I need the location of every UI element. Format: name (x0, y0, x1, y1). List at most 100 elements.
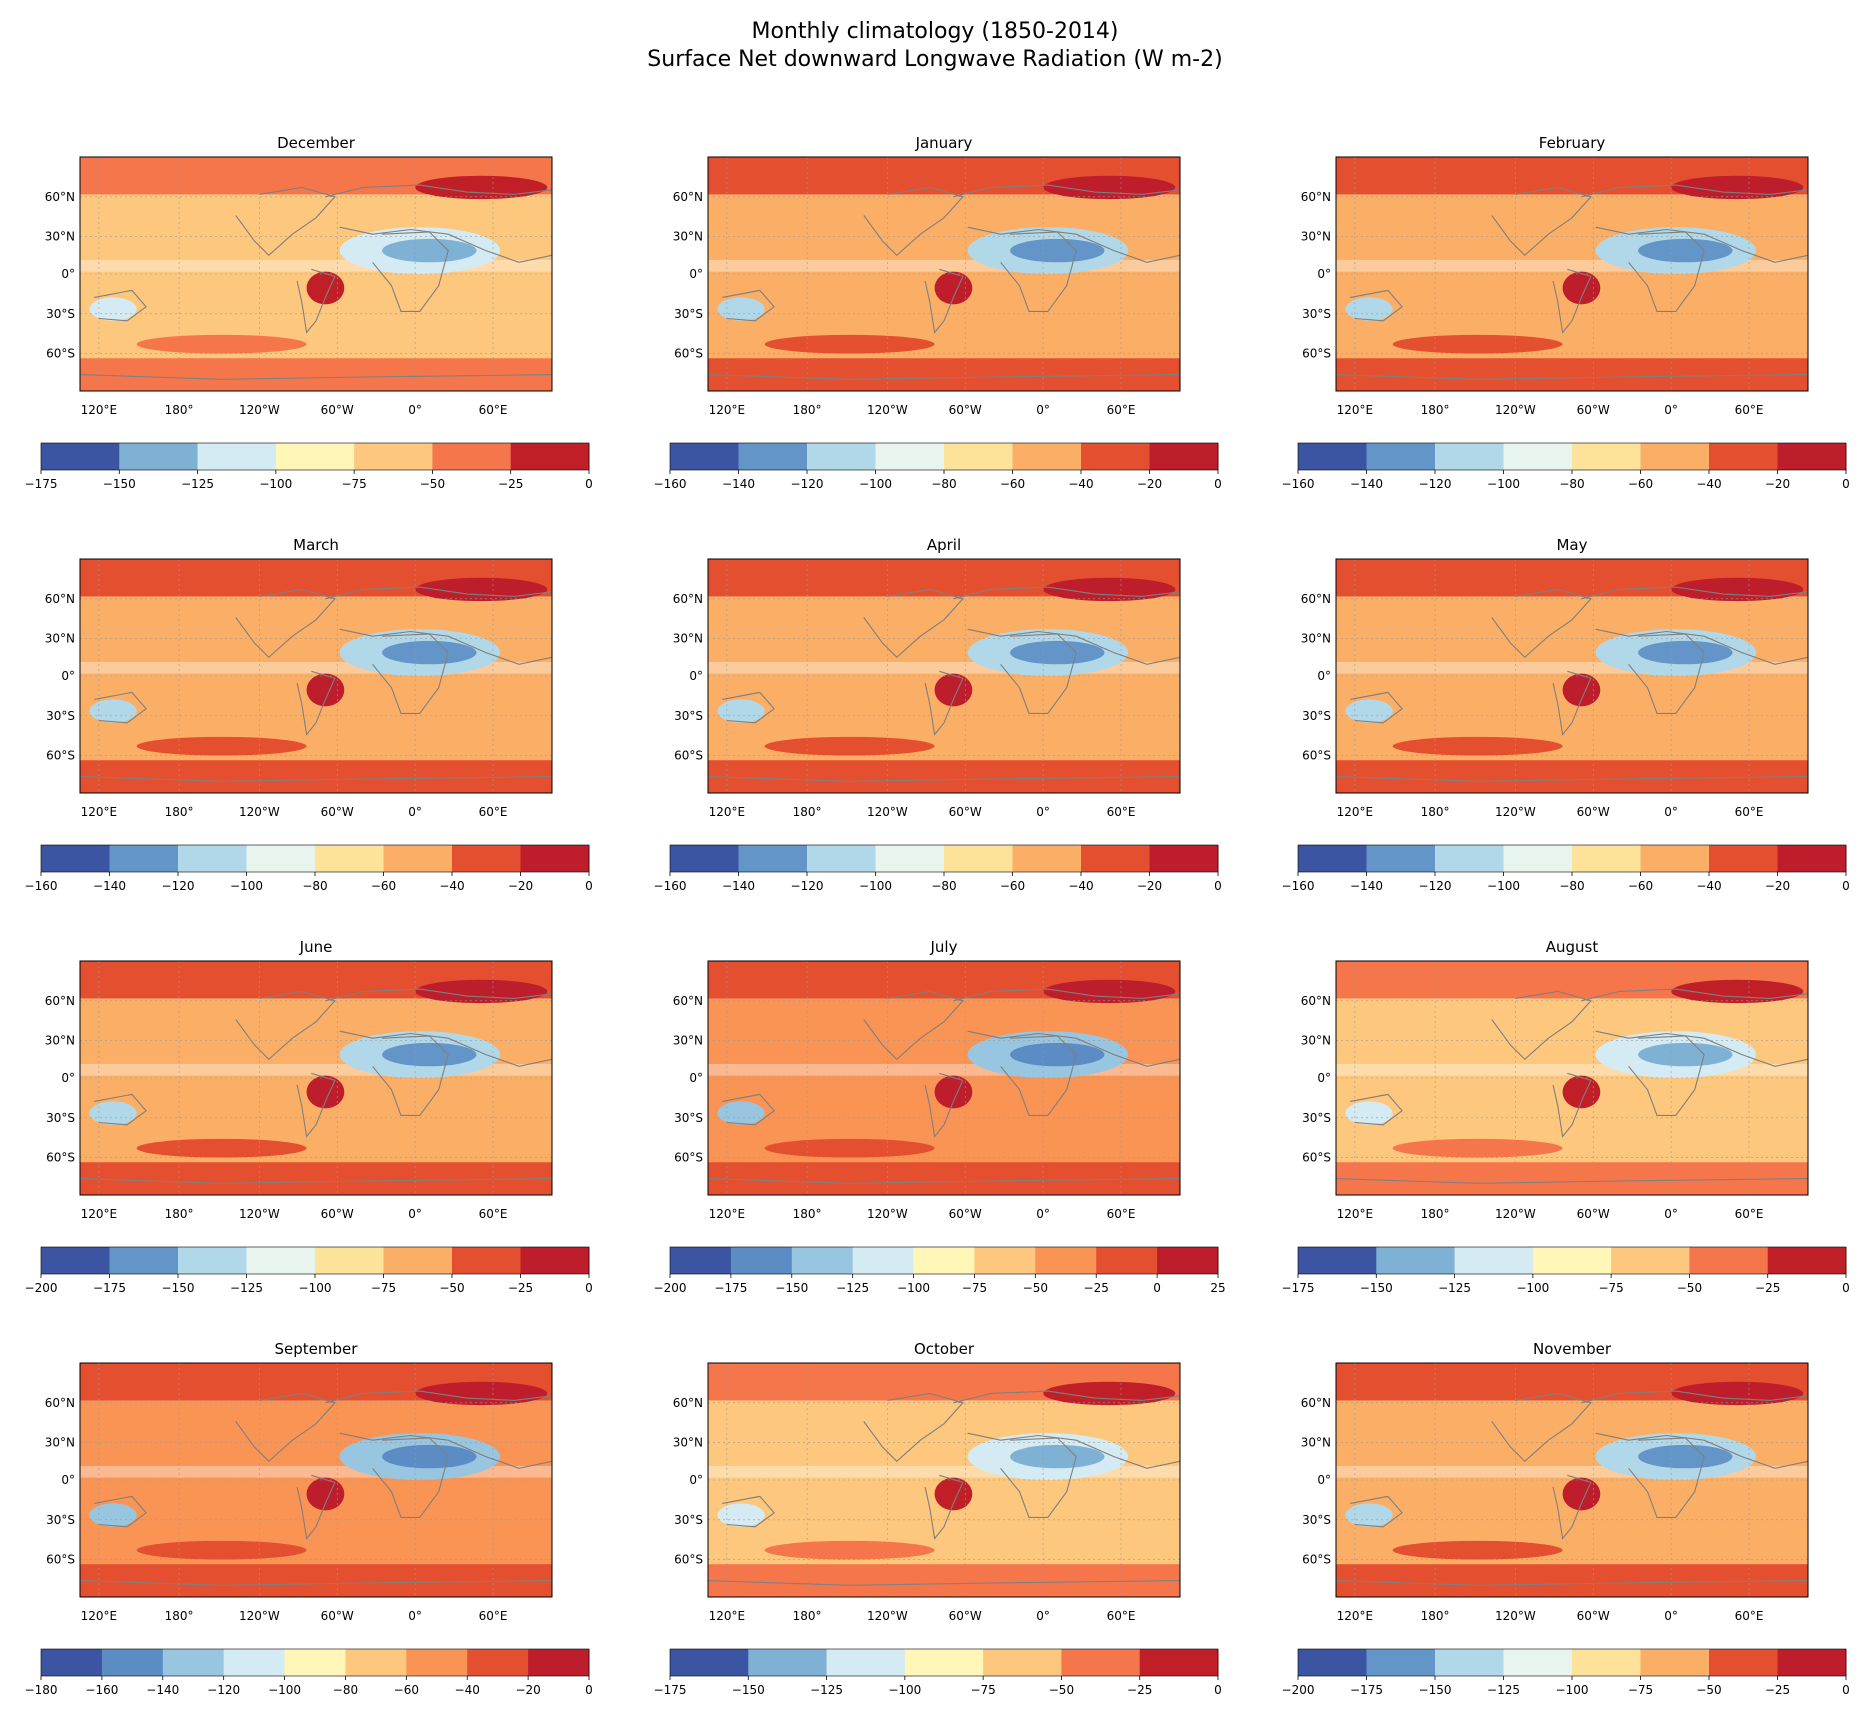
colorbar-segment (452, 845, 521, 872)
lon-tick-label: 60°E (1107, 403, 1136, 417)
lat-tick-label: 30°S (1302, 709, 1331, 723)
colorbar-segment (1611, 1247, 1690, 1274)
lon-tick-label: 120°E (81, 403, 118, 417)
australia-region (89, 1101, 137, 1125)
colorbar-segment (791, 1247, 854, 1274)
lon-tick-label: 60°W (949, 1609, 982, 1623)
southern-ocean-band (764, 334, 935, 354)
southern-ocean-band (136, 1540, 307, 1560)
colorbar-tick-label: −150 (1419, 1683, 1452, 1697)
colorbar-segment (1572, 845, 1641, 872)
equatorial-band (1336, 1063, 1808, 1076)
equatorial-band (80, 661, 552, 674)
coastline (80, 1178, 552, 1184)
colorbar-segment (1503, 845, 1573, 872)
coastline (708, 1580, 1180, 1586)
colorbar-tick-label: −100 (859, 477, 892, 491)
panel-title: July (930, 938, 958, 956)
lon-tick-label: 180° (1421, 1609, 1450, 1623)
equatorial-band (708, 661, 1180, 674)
colorbar-tick-label: 0 (1214, 879, 1222, 893)
desert-core (1010, 238, 1105, 263)
colorbar-segment (1149, 845, 1219, 872)
australia-region (1345, 1503, 1393, 1527)
lon-tick-label: 60°W (949, 403, 982, 417)
coastline (1336, 776, 1808, 782)
coastline (953, 586, 1180, 665)
map-panel-august: August 60°N 30°N 0° 30°S 60°S 120°E 180° 120°W 60… (1282, 938, 1850, 1295)
figure-title-line1: Monthly climatology (1850-2014) (751, 19, 1119, 44)
siberia-region (1043, 1381, 1176, 1406)
lon-tick-label: 120°E (1337, 1609, 1374, 1623)
colorbar-tick-label: −200 (654, 1281, 687, 1295)
coastline (953, 988, 1180, 1067)
lon-tick-label: 60°W (1577, 1609, 1610, 1623)
amazon-region (934, 1477, 973, 1511)
colorbar-tick-label: −140 (1350, 477, 1383, 491)
coastline (1628, 633, 1705, 714)
colorbar-tick-label: 0 (1214, 477, 1222, 491)
polar-band-south (708, 1564, 1180, 1597)
colorbar-segment (1435, 845, 1504, 872)
colorbar-tick-label: −100 (1516, 1281, 1549, 1295)
colorbar-segment (1366, 1649, 1436, 1676)
colorbar-segment (1298, 1247, 1377, 1274)
colorbar-frame (40, 442, 590, 471)
colorbar-segment (944, 845, 1013, 872)
colorbar-tick-label: −80 (1559, 477, 1584, 491)
polar-band-south (80, 358, 552, 391)
map-panel-october: October 60°N 30°N 0° 30°S 60°S 120°E 180° 120°W 6… (654, 1340, 1222, 1697)
coastline (722, 691, 775, 724)
lon-tick-label: 120°W (239, 1609, 280, 1623)
colorbar-tick-label: −75 (1628, 1683, 1653, 1697)
colorbar-segment (1096, 1247, 1158, 1274)
amazon-region (306, 1075, 345, 1109)
lon-tick-label: 180° (165, 1609, 194, 1623)
desert-core (382, 1444, 477, 1469)
colorbar-tick-label: −100 (299, 1281, 332, 1295)
colorbar-segment (983, 1649, 1062, 1676)
colorbar-tick-label: −140 (722, 879, 755, 893)
colorbar-segment (284, 1649, 346, 1676)
southern-ocean-band (1392, 1138, 1563, 1158)
colorbar-tick-label: −25 (1084, 1281, 1109, 1295)
lat-tick-label: 0° (689, 1473, 703, 1487)
lat-tick-label: 60°S (1302, 749, 1331, 763)
colorbar-segment (1081, 845, 1150, 872)
lat-tick-label: 0° (61, 1473, 75, 1487)
amazon-region (1562, 673, 1601, 707)
colorbar-segment (913, 1247, 975, 1274)
colorbar-segment (1777, 1649, 1847, 1676)
lon-tick-label: 0° (408, 1609, 422, 1623)
lon-tick-label: 0° (1036, 1609, 1050, 1623)
lon-tick-label: 60°E (1735, 1609, 1764, 1623)
colorbar-tick-label: −50 (420, 477, 445, 491)
lon-tick-label: 60°E (479, 403, 508, 417)
lon-tick-label: 60°E (1735, 1207, 1764, 1221)
southern-ocean-band (764, 1540, 935, 1560)
coastline (924, 670, 964, 736)
colorbar-tick-label: −80 (931, 879, 956, 893)
polar-band-south (1336, 760, 1808, 793)
colorbar-tick-label: −20 (508, 879, 533, 893)
australia-region (89, 1503, 137, 1527)
figure-title-line2: Surface Net downward Longwave Radiation … (647, 47, 1223, 72)
desert-core (1638, 238, 1733, 263)
colorbar-tick-label: −25 (1127, 1683, 1152, 1697)
coastline (1628, 231, 1705, 312)
panel-title: November (1533, 1340, 1612, 1358)
lat-tick-label: 60°S (46, 1553, 75, 1567)
colorbar-segment (1454, 1247, 1534, 1274)
colorbar-frame (669, 1648, 1219, 1677)
lon-tick-label: 120°W (867, 403, 908, 417)
colorbar-tick-label: −80 (931, 477, 956, 491)
coastline (1552, 1474, 1592, 1540)
colorbar-tick-label: −75 (341, 477, 366, 491)
colorbar-tick-label: 0 (1153, 1281, 1161, 1295)
southern-ocean-band (1392, 334, 1563, 354)
colorbar-segment (1767, 1247, 1847, 1274)
siberia-region (1671, 1381, 1804, 1406)
colorbar-tick-label: −25 (508, 1281, 533, 1295)
lon-tick-label: 60°E (1735, 805, 1764, 819)
colorbar-tick-label: −20 (1137, 879, 1162, 893)
